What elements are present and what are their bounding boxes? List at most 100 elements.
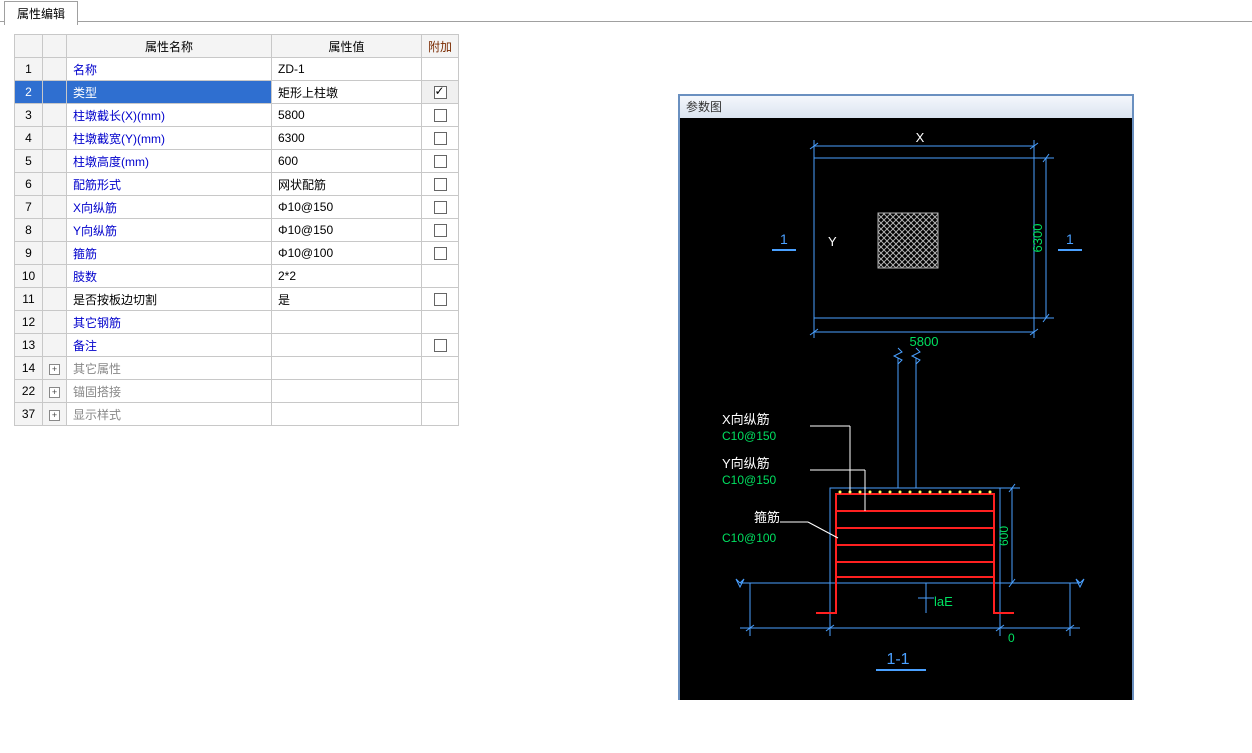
table-row[interactable]: 2类型矩形上柱墩 [15,81,459,104]
plan-section-left: 1 [780,231,788,247]
row-name[interactable]: 肢数 [67,265,272,288]
property-table: 属性名称 属性值 附加 1名称ZD-12类型矩形上柱墩3柱墩截长(X)(mm)5… [14,34,459,426]
row-value[interactable] [272,380,422,403]
checkbox-icon[interactable] [434,86,447,99]
checkbox-icon[interactable] [434,155,447,168]
row-value[interactable]: 5800 [272,104,422,127]
row-addon[interactable] [422,219,459,242]
row-value[interactable] [272,357,422,380]
row-value[interactable]: ZD-1 [272,58,422,81]
row-name-text: 柱墩截宽(Y)(mm) [73,132,165,146]
row-value[interactable]: 网状配筋 [272,173,422,196]
row-name-text: 显示样式 [73,408,121,422]
table-row[interactable]: 4柱墩截宽(Y)(mm)6300 [15,127,459,150]
row-value[interactable] [272,311,422,334]
row-name[interactable]: 配筋形式 [67,173,272,196]
section-x-rebar-val: C10@150 [722,429,777,443]
row-value[interactable]: 6300 [272,127,422,150]
row-addon[interactable] [422,173,459,196]
row-addon [422,311,459,334]
table-row[interactable]: 8 Y向纵筋Φ10@150 [15,219,459,242]
table-row[interactable]: 1名称ZD-1 [15,58,459,81]
row-name-text: 柱墩截长(X)(mm) [73,109,165,123]
row-addon[interactable] [422,334,459,357]
plan-section-right: 1 [1066,231,1074,247]
row-index: 3 [15,104,43,127]
checkbox-icon[interactable] [434,109,447,122]
plan-dim-right: 6300 [1030,224,1045,253]
row-name[interactable]: 柱墩高度(mm) [67,150,272,173]
diagram-title: 参数图 [680,96,1132,118]
row-name[interactable]: 显示样式 [67,403,272,426]
section-zero: 0 [1008,631,1015,645]
checkbox-icon[interactable] [434,201,447,214]
row-name[interactable]: 箍筋 [67,242,272,265]
row-index: 5 [15,150,43,173]
checkbox-icon[interactable] [434,247,447,260]
table-row[interactable]: 6配筋形式网状配筋 [15,173,459,196]
table-row[interactable]: 12其它钢筋 [15,311,459,334]
row-value[interactable]: 2*2 [272,265,422,288]
row-name[interactable]: X向纵筋 [67,196,272,219]
row-addon[interactable] [422,81,459,104]
table-row[interactable]: 10肢数2*2 [15,265,459,288]
row-name[interactable]: 名称 [67,58,272,81]
row-index: 22 [15,380,43,403]
row-index: 7 [15,196,43,219]
table-row[interactable]: 22 + 锚固搭接 [15,380,459,403]
section-stirrup-val: C10@100 [722,531,777,545]
row-expand [43,127,67,150]
table-row[interactable]: 7 X向纵筋Φ10@150 [15,196,459,219]
expand-icon[interactable]: + [49,364,60,375]
checkbox-icon[interactable] [434,178,447,191]
table-row[interactable]: 11 是否按板边切割是 [15,288,459,311]
row-value[interactable]: Φ10@150 [272,219,422,242]
row-name[interactable]: 柱墩截长(X)(mm) [67,104,272,127]
row-addon [422,58,459,81]
checkbox-icon[interactable] [434,293,447,306]
table-row[interactable]: 9箍筋Φ10@100 [15,242,459,265]
tab-property-edit[interactable]: 属性编辑 [4,1,78,25]
table-row[interactable]: 3 柱墩截长(X)(mm) 5800 [15,104,459,127]
row-name[interactable]: 其它钢筋 [67,311,272,334]
row-value[interactable]: 矩形上柱墩 [272,81,422,104]
row-value[interactable] [272,403,422,426]
row-name[interactable]: 锚固搭接 [67,380,272,403]
row-value[interactable] [272,334,422,357]
row-name[interactable]: 备注 [67,334,272,357]
row-value[interactable]: Φ10@150 [272,196,422,219]
expand-icon[interactable]: + [49,410,60,421]
row-name[interactable]: 是否按板边切割 [67,288,272,311]
row-value[interactable]: 600 [272,150,422,173]
row-expand [43,311,67,334]
col-header-name: 属性名称 [67,35,272,58]
row-index: 11 [15,288,43,311]
row-value[interactable]: Φ10@100 [272,242,422,265]
row-addon[interactable] [422,150,459,173]
row-name[interactable]: Y向纵筋 [67,219,272,242]
row-name-text: 柱墩高度(mm) [73,155,149,169]
row-expand[interactable]: + [43,403,67,426]
row-expand[interactable]: + [43,357,67,380]
row-name[interactable]: 类型 [67,81,272,104]
section-box [830,488,1000,583]
row-name[interactable]: 柱墩截宽(Y)(mm) [67,127,272,150]
table-row[interactable]: 5 柱墩高度(mm) 600 [15,150,459,173]
row-addon[interactable] [422,196,459,219]
row-value[interactable]: 是 [272,288,422,311]
expand-icon[interactable]: + [49,387,60,398]
checkbox-icon[interactable] [434,132,447,145]
row-name[interactable]: 其它属性 [67,357,272,380]
table-row[interactable]: 13备注 [15,334,459,357]
checkbox-icon[interactable] [434,339,447,352]
table-row[interactable]: 14+其它属性 [15,357,459,380]
checkbox-icon[interactable] [434,224,447,237]
row-addon[interactable] [422,127,459,150]
row-expand[interactable]: + [43,380,67,403]
row-addon[interactable] [422,104,459,127]
row-expand [43,81,67,104]
row-addon[interactable] [422,288,459,311]
row-index: 8 [15,219,43,242]
table-row[interactable]: 37+显示样式 [15,403,459,426]
row-addon[interactable] [422,242,459,265]
